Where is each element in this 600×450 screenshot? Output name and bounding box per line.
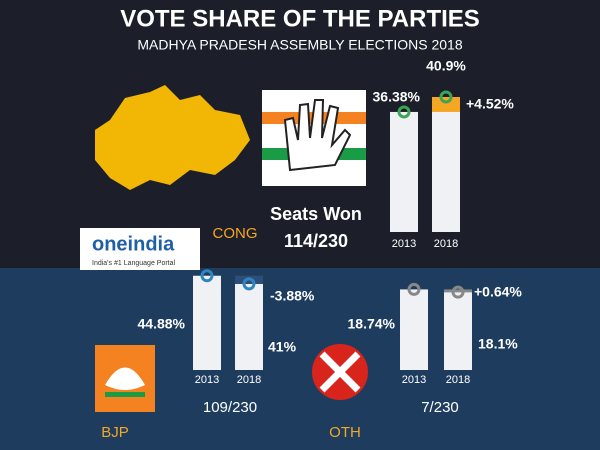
year-label: 2013 [402, 374, 426, 386]
year-label: 2013 [195, 374, 219, 386]
value-label: 36.38% [373, 89, 421, 105]
logo: oneindia India's #1 Language Portal [80, 228, 200, 270]
party-name: BJP [101, 424, 129, 441]
year-label: 2018 [446, 374, 470, 386]
marker [200, 269, 214, 283]
change-segment [432, 97, 460, 112]
value-label: 18.1% [478, 336, 518, 352]
seats-won: 114/230 [284, 231, 348, 251]
marker [407, 282, 421, 296]
state-map [95, 85, 250, 190]
change-label: +0.64% [474, 284, 522, 300]
change-label: -3.88% [270, 288, 315, 304]
bar [390, 111, 418, 232]
party-name: OTH [329, 424, 361, 441]
year-label: 2018 [237, 374, 261, 386]
seats-won: 7/230 [421, 399, 459, 416]
change-label: +4.52% [466, 96, 514, 112]
marker [451, 285, 465, 299]
bar [432, 97, 460, 232]
change-segment [444, 289, 472, 293]
seats-label: Seats Won [270, 204, 362, 224]
value-label: 44.88% [138, 316, 186, 332]
bar [400, 289, 428, 370]
bar [235, 283, 263, 370]
value-label: 18.74% [348, 316, 396, 332]
logo-tagline: India's #1 Language Portal [92, 260, 176, 267]
oth-symbol [312, 344, 368, 400]
party-name: CONG [213, 225, 258, 242]
marker [242, 277, 256, 291]
logo-name: oneindia [92, 233, 175, 255]
bar [193, 275, 221, 370]
bar [444, 292, 472, 370]
value-label: 40.9% [426, 58, 466, 74]
bjp-symbol [95, 345, 155, 412]
subtitle: MADHYA PRADESH ASSEMBLY ELECTIONS 2018 [137, 37, 462, 53]
cong-symbol [262, 90, 366, 186]
marker [439, 90, 453, 104]
marker [397, 105, 411, 119]
value-label: 41% [268, 339, 297, 355]
year-label: 2018 [434, 238, 458, 250]
seats-won: 109/230 [203, 399, 257, 416]
year-label: 2013 [392, 238, 416, 250]
title: VOTE SHARE OF THE PARTIES [120, 5, 480, 32]
